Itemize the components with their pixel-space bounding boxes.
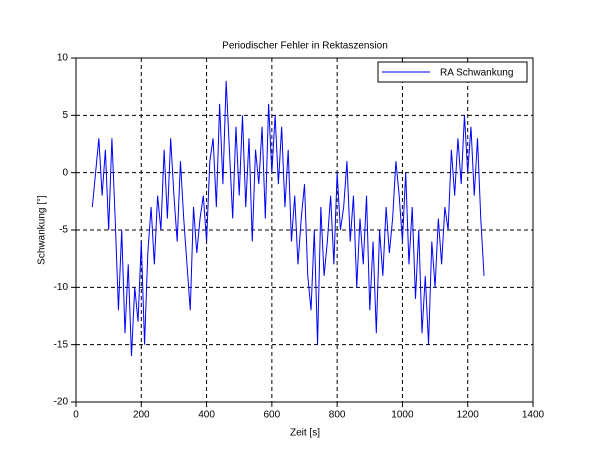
y-tick-label: -5 [59, 225, 68, 236]
x-tick-label: 800 [329, 410, 346, 421]
plot-frame [75, 57, 534, 403]
x-tick-label: 0 [73, 410, 79, 421]
x-tick-label: 200 [133, 410, 150, 421]
chart-title: Periodischer Fehler in Rektaszension [222, 41, 388, 52]
x-axis-label: Zeit [s] [290, 428, 320, 439]
x-tick-label: 1400 [522, 410, 545, 421]
y-tick-label: -10 [54, 282, 69, 293]
y-tick-label: 5 [62, 110, 68, 121]
x-tick-label: 400 [198, 410, 215, 421]
legend-label: RA Schwankung [440, 68, 513, 79]
x-tick-label: 1200 [457, 410, 480, 421]
x-tick-label: 1000 [391, 410, 414, 421]
data-line [91, 80, 485, 357]
y-tick-label: -15 [54, 339, 69, 350]
y-tick-label: 0 [62, 167, 68, 178]
legend-box [377, 61, 528, 83]
y-tick-label: 10 [57, 53, 69, 64]
y-tick-label: -20 [54, 397, 69, 408]
y-axis-label: Schwankung [°] [37, 195, 48, 265]
x-tick-label: 600 [264, 410, 281, 421]
